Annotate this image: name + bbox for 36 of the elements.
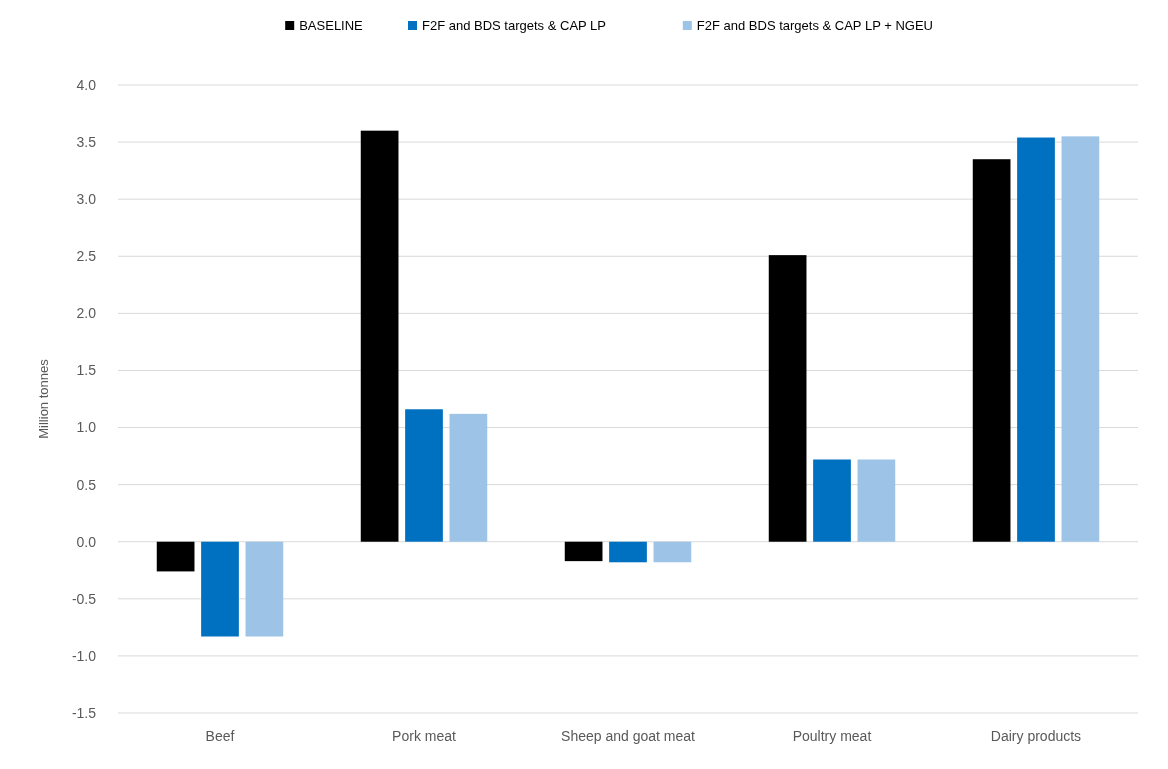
y-tick-label: 0.5: [76, 476, 97, 493]
y-tick-label: 3.0: [76, 191, 97, 208]
bar: [360, 130, 399, 542]
bar: [449, 413, 488, 542]
legend-label: BASELINE: [299, 18, 364, 33]
y-tick-label: 1.0: [76, 419, 97, 436]
y-tick-label: -0.5: [71, 590, 97, 607]
bar: [609, 541, 647, 563]
x-tick-label: Poultry meat: [792, 728, 872, 744]
bar: [1017, 137, 1055, 542]
bar: [857, 459, 896, 542]
y-tick-label: 0.0: [76, 533, 97, 550]
bar: [201, 541, 239, 637]
bar: [813, 459, 851, 542]
x-tick-label: Pork meat: [392, 728, 456, 744]
y-tick-label: 3.5: [76, 133, 97, 150]
x-tick-label: Dairy products: [990, 728, 1082, 744]
bar: [156, 541, 195, 572]
legend-label: F2F and BDS targets & CAP LP: [422, 18, 607, 33]
bar: [564, 541, 603, 562]
y-tick-label: -1.0: [71, 647, 97, 664]
legend-label: F2F and BDS targets & CAP LP + NGEU: [696, 18, 933, 33]
bar: [245, 541, 284, 637]
x-tick-label: Beef: [205, 728, 235, 744]
bar: [1061, 136, 1100, 542]
bar: [405, 409, 443, 542]
x-tick-label: Sheep and goat meat: [561, 728, 696, 744]
y-tick-label: 2.5: [76, 248, 97, 265]
bar: [768, 255, 807, 542]
bar: [653, 541, 692, 563]
bar: [972, 159, 1011, 542]
y-tick-label: 4.0: [76, 76, 97, 93]
y-tick-label: 2.0: [76, 305, 97, 322]
y-tick-label: -1.5: [71, 704, 97, 721]
y-tick-label: 1.5: [76, 362, 97, 379]
y-axis-title: Million tonnes: [36, 358, 51, 439]
